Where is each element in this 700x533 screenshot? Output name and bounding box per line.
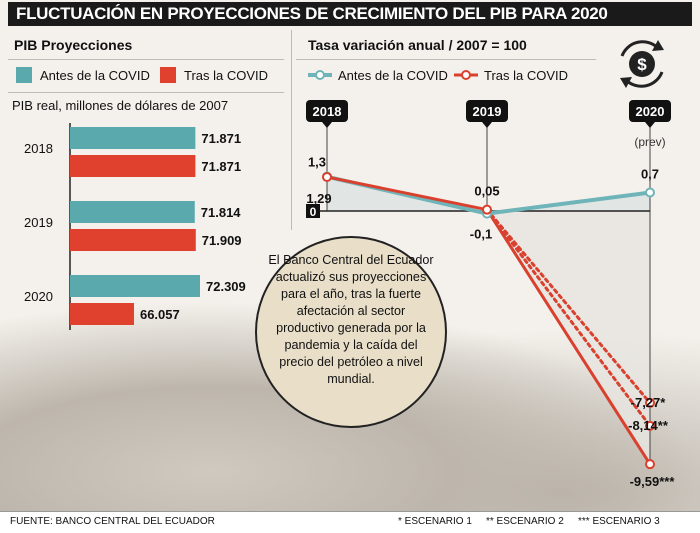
line-legend-label-after: Tras la COVID <box>484 68 569 83</box>
right-divider <box>296 59 596 60</box>
left-divider <box>8 59 284 60</box>
left-section-title: PIB Proyecciones <box>14 37 133 53</box>
legend-after-marker <box>454 70 478 80</box>
bar-value-label: 72.309 <box>206 279 246 294</box>
data-label: 1,29 <box>306 191 331 206</box>
scenario-3-note: *** ESCENARIO 3 <box>578 516 660 527</box>
bar-category-label: 2020 <box>24 289 53 304</box>
scenario-line <box>485 208 652 405</box>
source-text: FUENTE: BANCO CENTRAL DEL ECUADOR <box>10 516 215 527</box>
page-title: FLUCTUACIÓN EN PROYECCIONES DE CRECIMIEN… <box>8 2 692 26</box>
bar-before <box>70 201 195 223</box>
left-divider-2 <box>8 92 284 93</box>
bar-value-label: 71.814 <box>201 205 242 220</box>
data-label: -9,59*** <box>630 474 676 489</box>
scenario-label: -8,14** <box>628 418 669 433</box>
legend-label-after: Tras la COVID <box>184 68 269 83</box>
series-point <box>322 171 332 182</box>
year-tag-box <box>629 100 671 122</box>
legend-swatch-before <box>16 67 32 83</box>
data-label: 0,7 <box>641 167 659 182</box>
bar-value-label: 71.871 <box>201 159 241 174</box>
line-chart: 0 2018 2019 2020 (prev) 1,3 1,29 0,05 -0,1 0,7 -7,… <box>306 100 676 489</box>
svg-text:$: $ <box>637 55 647 74</box>
bar-category-label: 2019 <box>24 215 53 230</box>
scenario-1-note: * ESCENARIO 1 <box>398 516 472 527</box>
bar-after <box>70 155 196 177</box>
line-legend <box>308 70 478 80</box>
year-tag-label: 2020 <box>636 104 665 119</box>
data-label: -0,1 <box>470 227 492 242</box>
bar-before <box>70 127 196 149</box>
zero-label-box <box>306 204 320 218</box>
info-bubble: El Banco Central del Ecuador actualizó s… <box>255 236 447 428</box>
series-point <box>482 204 492 215</box>
data-label: 1,3 <box>308 155 326 170</box>
scenario-line <box>485 208 652 428</box>
year-tag-box <box>466 100 508 122</box>
vertical-divider <box>291 30 292 230</box>
year-tag-box <box>306 100 348 122</box>
bar-category-label: 2018 <box>24 141 53 156</box>
forecast-note: (prev) <box>634 135 665 149</box>
scenario-2-note: ** ESCENARIO 2 <box>486 516 564 527</box>
data-label: 0,05 <box>474 184 499 199</box>
info-bubble-text: El Banco Central del Ecuador actualizó s… <box>268 253 434 386</box>
scenario-label: -7,27* <box>631 395 667 410</box>
footer: FUENTE: BANCO CENTRAL DEL ECUADOR * ESCE… <box>0 511 700 533</box>
left-subtitle: PIB real, millones de dólares de 2007 <box>12 98 229 113</box>
bar-chart: 2018 71.871 71.871 2019 71.814 71.909 2020 72.3… <box>24 123 246 330</box>
scenario-point <box>645 420 655 431</box>
year-tag-label: 2019 <box>473 104 502 119</box>
legend-swatch-after <box>160 67 176 83</box>
year-tag-pointer <box>482 122 492 128</box>
year-tag-label: 2018 <box>313 104 342 119</box>
bar-after <box>70 229 196 251</box>
legend-label-before: Antes de la COVID <box>40 68 150 83</box>
series-point <box>645 459 655 470</box>
bar-value-label: 66.057 <box>140 307 180 322</box>
bar-before <box>70 275 200 297</box>
bar-value-label: 71.909 <box>202 233 242 248</box>
scenario-point <box>645 397 655 408</box>
series-point <box>645 187 655 198</box>
zero-label: 0 <box>310 205 317 219</box>
legend-before-marker <box>308 70 332 80</box>
bar-value-label: 71.871 <box>201 131 241 146</box>
year-tag-pointer <box>322 122 332 128</box>
line-legend-label-before: Antes de la COVID <box>338 68 448 83</box>
bar-after <box>70 303 134 325</box>
dollar-cycle-icon: $ <box>620 40 664 88</box>
year-tag-pointer <box>645 122 655 128</box>
right-section-title: Tasa variación anual / 2007 = 100 <box>308 37 527 53</box>
